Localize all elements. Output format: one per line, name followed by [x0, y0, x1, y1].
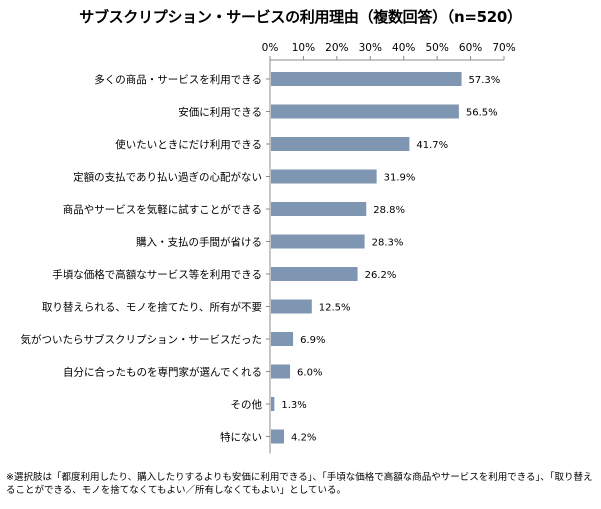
bar	[271, 234, 365, 249]
category-label: 自分に合ったものを専門家が選んでくれる	[63, 366, 262, 379]
data-label: 6.0%	[297, 368, 322, 379]
data-label: 57.3%	[469, 75, 501, 86]
chart-title: サブスクリプション・サービスの利用理由（複数回答）（n=520）	[79, 8, 522, 26]
footnote: ※選択肢は「都度利用したり、購入したりするよりも安価に利用できる」、「手頃な価格…	[6, 472, 593, 496]
data-label: 26.2%	[365, 270, 397, 281]
bar	[271, 72, 462, 86]
bar	[271, 137, 410, 151]
x-tick-label: 60%	[459, 42, 482, 54]
data-label: 28.3%	[372, 238, 404, 249]
category-label: 商品やサービスを気軽に試すことができる	[63, 203, 262, 216]
data-label: 41.7%	[416, 140, 448, 151]
data-label: 56.5%	[466, 108, 498, 119]
category-label: その他	[231, 398, 263, 411]
category-label: 多くの商品・サービスを利用できる	[94, 73, 262, 86]
category-label: 特にない	[220, 432, 262, 444]
data-label: 28.8%	[373, 205, 405, 216]
data-label: 1.3%	[281, 400, 306, 411]
bar	[271, 169, 377, 184]
bar	[271, 397, 275, 411]
bar	[271, 202, 367, 216]
data-label: 6.9%	[300, 335, 325, 346]
x-tick-label: 40%	[392, 42, 415, 54]
category-label: 使いたいときにだけ利用できる	[115, 138, 262, 151]
bar	[271, 429, 285, 444]
category-label: 安価に利用できる	[178, 106, 262, 119]
bar	[271, 332, 294, 346]
category-label: 気がついたらサブスクリプション・サービスだった	[21, 333, 263, 346]
bar-chart: 0% 10% 20% 30% 40% 50% 60% 70% 多くの商品・サービスを利用できる 5…	[21, 42, 516, 454]
data-label: 12.5%	[319, 303, 351, 314]
category-label: 購入・支払の手間が省ける	[136, 236, 262, 249]
x-tick-label: 70%	[492, 42, 515, 54]
x-tick-label: 50%	[425, 42, 448, 54]
x-tick-label: 30%	[359, 42, 382, 54]
x-tick-label: 10%	[292, 42, 315, 54]
bar	[271, 104, 459, 119]
bar	[271, 364, 291, 379]
data-label: 4.2%	[291, 433, 316, 444]
data-label: 31.9%	[384, 173, 416, 184]
category-label: 手頃な価格で高額なサービス等を利用できる	[52, 268, 262, 281]
category-label: 定額の支払であり払い過ぎの心配がない	[73, 171, 262, 184]
bar	[271, 299, 312, 314]
bar	[271, 267, 358, 281]
category-label: 取り替えられる、モノを捨てたり、所有が不要	[42, 301, 262, 314]
x-tick-label: 20%	[325, 42, 348, 54]
x-tick-label: 0%	[262, 42, 279, 54]
